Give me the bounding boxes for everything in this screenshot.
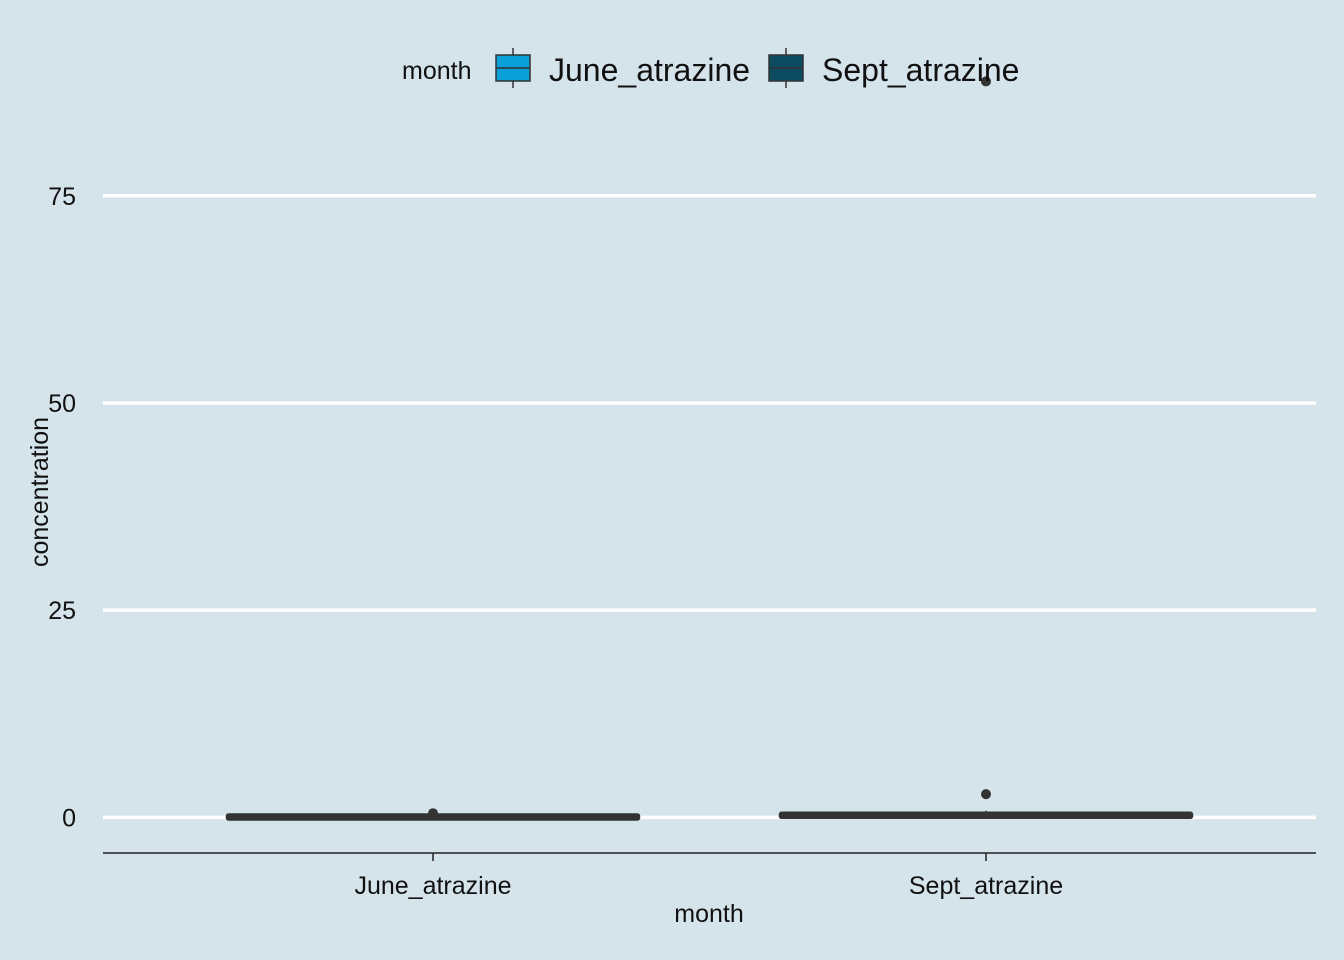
- y-tick-label: 50: [48, 390, 76, 418]
- legend-title: month: [402, 57, 471, 85]
- x-tick-label: June_atrazine: [354, 872, 511, 900]
- legend: month June_atrazine Sept_atrazine: [402, 48, 1019, 88]
- outlier-point: [428, 808, 438, 819]
- y-tick-label: 25: [48, 597, 76, 625]
- legend-key-Sept_atrazine: [768, 48, 804, 88]
- legend-key-June_atrazine: [495, 48, 531, 88]
- outlier-point: [981, 76, 991, 87]
- legend-label: June_atrazine: [549, 52, 750, 88]
- y-tick-label: 75: [48, 183, 76, 211]
- box-Sept_atrazine: [778, 76, 1194, 820]
- legend-label: Sept_atrazine: [822, 52, 1019, 88]
- axis-layer: 0 25 50 75 June_atrazine Sept_atrazine: [48, 183, 1316, 900]
- y-axis-title: concentration: [26, 417, 54, 567]
- box-June_atrazine: [225, 808, 641, 821]
- outlier-point: [981, 789, 991, 800]
- x-axis-title: month: [674, 900, 743, 928]
- box-layer: [225, 76, 1194, 821]
- x-tick-label: Sept_atrazine: [909, 872, 1063, 900]
- y-tick-label: 0: [62, 804, 76, 832]
